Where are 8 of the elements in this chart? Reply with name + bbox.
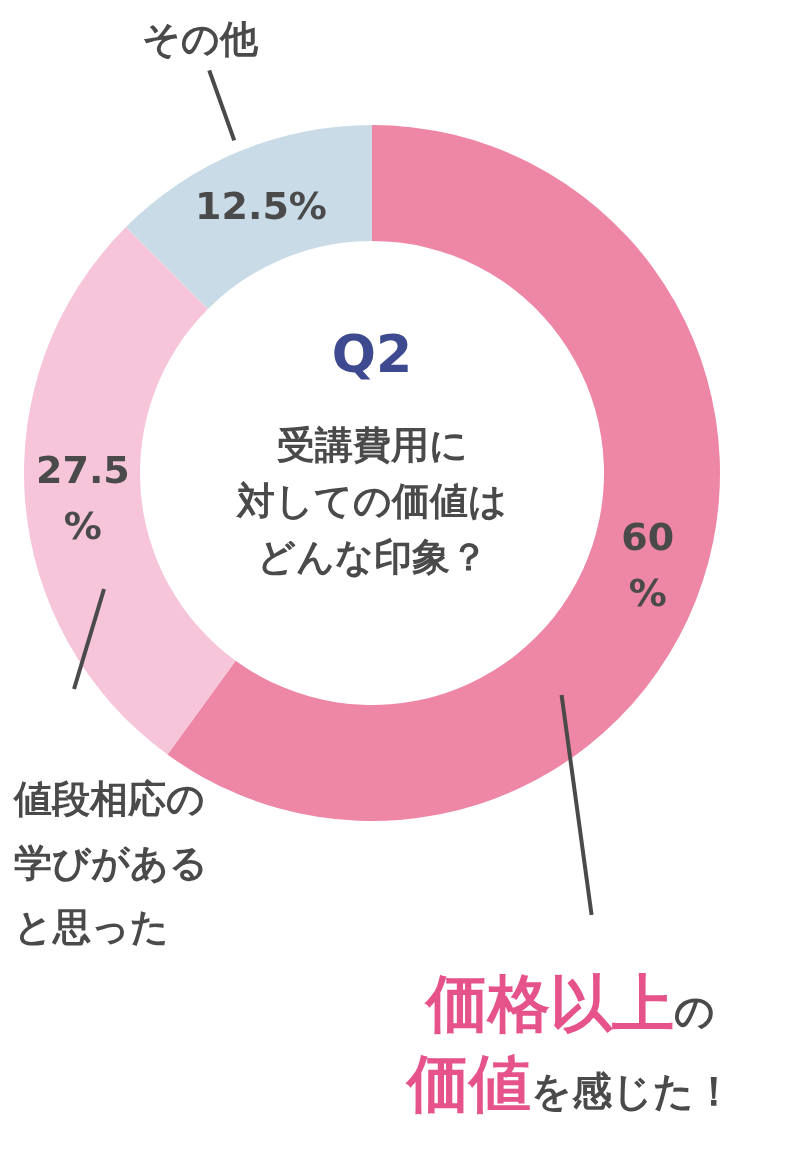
slice-label: 値段相応の学びがあると思った [12,777,208,949]
text: Q2 [331,324,413,384]
category-label: 価格以上の価値を感じた！ [406,967,734,1120]
data-label: 12.5% [195,184,327,229]
data-label: 27.5 % [36,447,130,548]
slice-label: その他 [142,17,259,61]
text: 受講費用に対しての価値はどんな印象？ [236,423,507,579]
data-label: 60 % [621,514,675,615]
